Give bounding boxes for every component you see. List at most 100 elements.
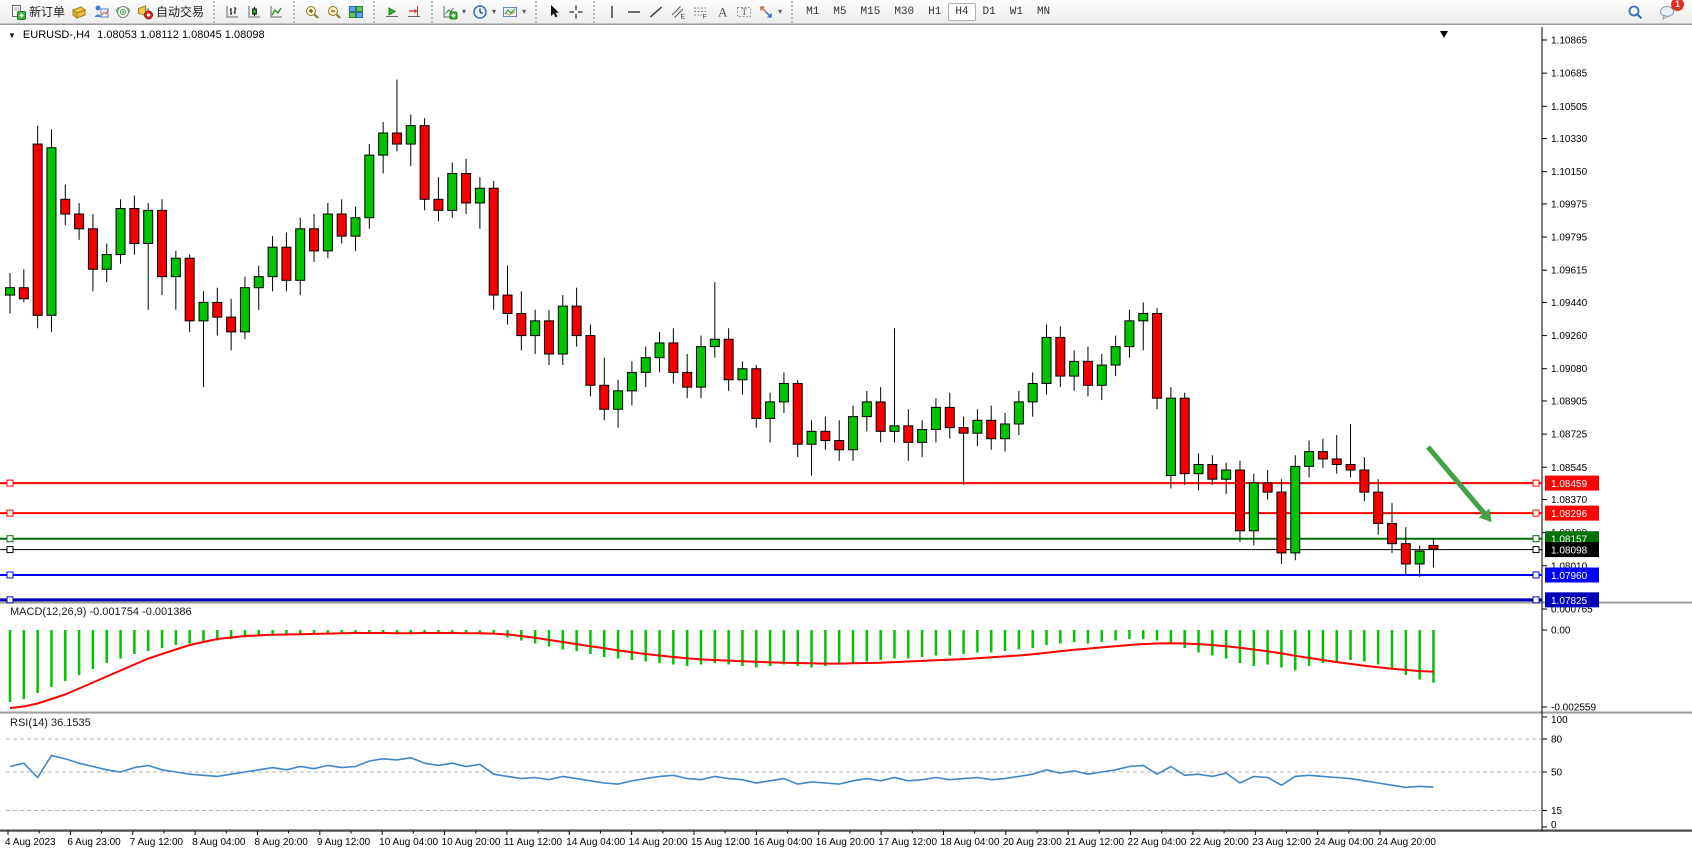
candle: [115, 208, 126, 256]
autotrading-label: 自动交易: [156, 5, 205, 19]
crosshair-icon: [569, 5, 583, 18]
chart-shift-button[interactable]: [403, 2, 425, 22]
chevron-down-icon[interactable]: ▾: [492, 7, 497, 16]
time-axis[interactable]: 4 Aug 2023 6 Aug 23:00 7 Aug 12:00 8 Aug 04…: [5, 831, 1436, 848]
svg-text:1.08545: 1.08545: [1551, 463, 1588, 474]
timeframe-d1[interactable]: D1: [982, 5, 996, 18]
price-axis[interactable]: 1.10865 1.10685 1.10505 1.10330 1.10150 1.099…: [1542, 36, 1588, 573]
label-icon: T: [737, 6, 752, 17]
autotrading-button[interactable]: 自动交易: [134, 1, 207, 22]
hline-icon: [628, 10, 641, 13]
candle: [447, 173, 458, 211]
chevron-down-icon[interactable]: ▾: [462, 7, 467, 16]
chart-bars-button[interactable]: [221, 2, 243, 22]
svg-text:6 Aug 23:00: 6 Aug 23:00: [67, 837, 121, 848]
candle: [1082, 360, 1093, 386]
timeframe-m30[interactable]: M30: [894, 5, 915, 18]
timeframe-m5[interactable]: M5: [833, 5, 847, 18]
data-window-icon: [94, 5, 109, 17]
arrows-button[interactable]: ▾: [755, 2, 785, 22]
svg-text:1.08459: 1.08459: [1551, 479, 1588, 490]
svg-text:1.07825: 1.07825: [1551, 596, 1588, 607]
candle: [640, 357, 651, 373]
new-order-button[interactable]: 新订单: [7, 1, 68, 22]
candle: [861, 401, 872, 418]
notification-badge: 1: [1671, 0, 1684, 11]
hline-handle: [1532, 535, 1540, 543]
candle: [350, 217, 361, 237]
candle: [875, 401, 886, 432]
candle: [1138, 312, 1149, 322]
market-watch-button[interactable]: [68, 2, 90, 22]
timeframe-w1[interactable]: W1: [1009, 5, 1023, 18]
periods-button[interactable]: ▾: [469, 2, 499, 22]
chart-shift-icon: [408, 5, 421, 17]
tile-windows-button[interactable]: [345, 2, 367, 22]
svg-text:1.09975: 1.09975: [1551, 199, 1588, 210]
svg-text:8 Aug 04:00: 8 Aug 04:00: [192, 837, 246, 848]
indicators-button[interactable]: ▾: [439, 2, 469, 22]
strategy-tester-icon: [116, 5, 131, 18]
candle: [709, 338, 720, 348]
price-tag: [1545, 567, 1599, 583]
svg-text:1.09795: 1.09795: [1551, 233, 1588, 244]
auto-scroll-button[interactable]: [381, 2, 403, 22]
chevron-down-icon[interactable]: ▾: [522, 7, 527, 16]
crosshair-button[interactable]: [565, 2, 587, 22]
svg-text:14 Aug 04:00: 14 Aug 04:00: [566, 837, 625, 848]
timeframe-m15[interactable]: M15: [860, 5, 881, 18]
horizontal-line-button[interactable]: [623, 2, 645, 22]
chevron-down-icon[interactable]: ▾: [778, 7, 783, 16]
arrows-icon: [760, 5, 772, 18]
cursor-button[interactable]: [543, 2, 565, 22]
trend-arrow-annotation[interactable]: [1426, 445, 1492, 523]
candle: [543, 320, 554, 355]
toolbar-right: 1: [1624, 0, 1688, 22]
text-label-button[interactable]: T: [733, 2, 755, 22]
svg-text:0.000765: 0.000765: [1551, 605, 1593, 616]
candle: [1373, 491, 1384, 524]
text-button[interactable]: A: [711, 2, 733, 22]
zoom-in-button[interactable]: [301, 2, 323, 22]
hline-handle: [6, 571, 14, 579]
chart-canvas[interactable]: 1.10865 1.10685 1.10505 1.10330 1.10150 1.099…: [0, 25, 1692, 854]
data-window-button[interactable]: [90, 2, 112, 22]
fibonacci-button[interactable]: F: [689, 2, 711, 22]
timeframe-mn[interactable]: MN: [1036, 5, 1051, 18]
svg-text:1.10865: 1.10865: [1551, 36, 1588, 47]
candle: [309, 228, 320, 252]
macd-indicator-label: MACD(12,26,9) -0.001754 -0.001386: [10, 606, 192, 618]
symbol-period-label: EURUSD-,H4: [22, 29, 91, 41]
equidistant-channel-button[interactable]: E: [667, 2, 689, 22]
hline-handle: [1532, 596, 1540, 604]
ohlc-values: 1.08053 1.08112 1.08045 1.08098: [97, 29, 265, 41]
search-button[interactable]: [1624, 2, 1646, 22]
candle: [1276, 491, 1287, 554]
candle: [668, 342, 679, 373]
timeframe-h1[interactable]: H1: [928, 5, 942, 18]
svg-text:4 Aug 2023: 4 Aug 2023: [5, 837, 56, 848]
strategy-tester-button[interactable]: [112, 2, 134, 22]
svg-text:50: 50: [1551, 768, 1563, 779]
svg-text:21 Aug 12:00: 21 Aug 12:00: [1065, 837, 1124, 848]
candle: [1069, 360, 1080, 377]
chart-candles-button[interactable]: [243, 2, 265, 22]
svg-text:1.08010: 1.08010: [1551, 561, 1588, 572]
timeframe-m1[interactable]: M1: [806, 5, 820, 18]
candle: [585, 335, 596, 386]
candle: [765, 401, 776, 419]
zoom-out-button[interactable]: [323, 2, 345, 22]
candle: [87, 228, 98, 270]
trendline-button[interactable]: [645, 2, 667, 22]
notifications-button[interactable]: 1: [1656, 0, 1684, 22]
candle: [391, 132, 402, 145]
chart-menu-collapse-icon[interactable]: ▼: [8, 30, 16, 40]
trendline-icon: [650, 5, 663, 18]
templates-button[interactable]: ▾: [499, 2, 529, 22]
svg-text:A: A: [718, 4, 728, 19]
vertical-line-button[interactable]: [601, 2, 623, 22]
chart-line-button[interactable]: [265, 2, 287, 22]
timeframe-group: M1 M5 M15 M30 H1 H4 D1 W1 MN: [791, 0, 1060, 23]
timeframe-h4[interactable]: H4: [948, 2, 976, 21]
candle: [1345, 463, 1356, 471]
